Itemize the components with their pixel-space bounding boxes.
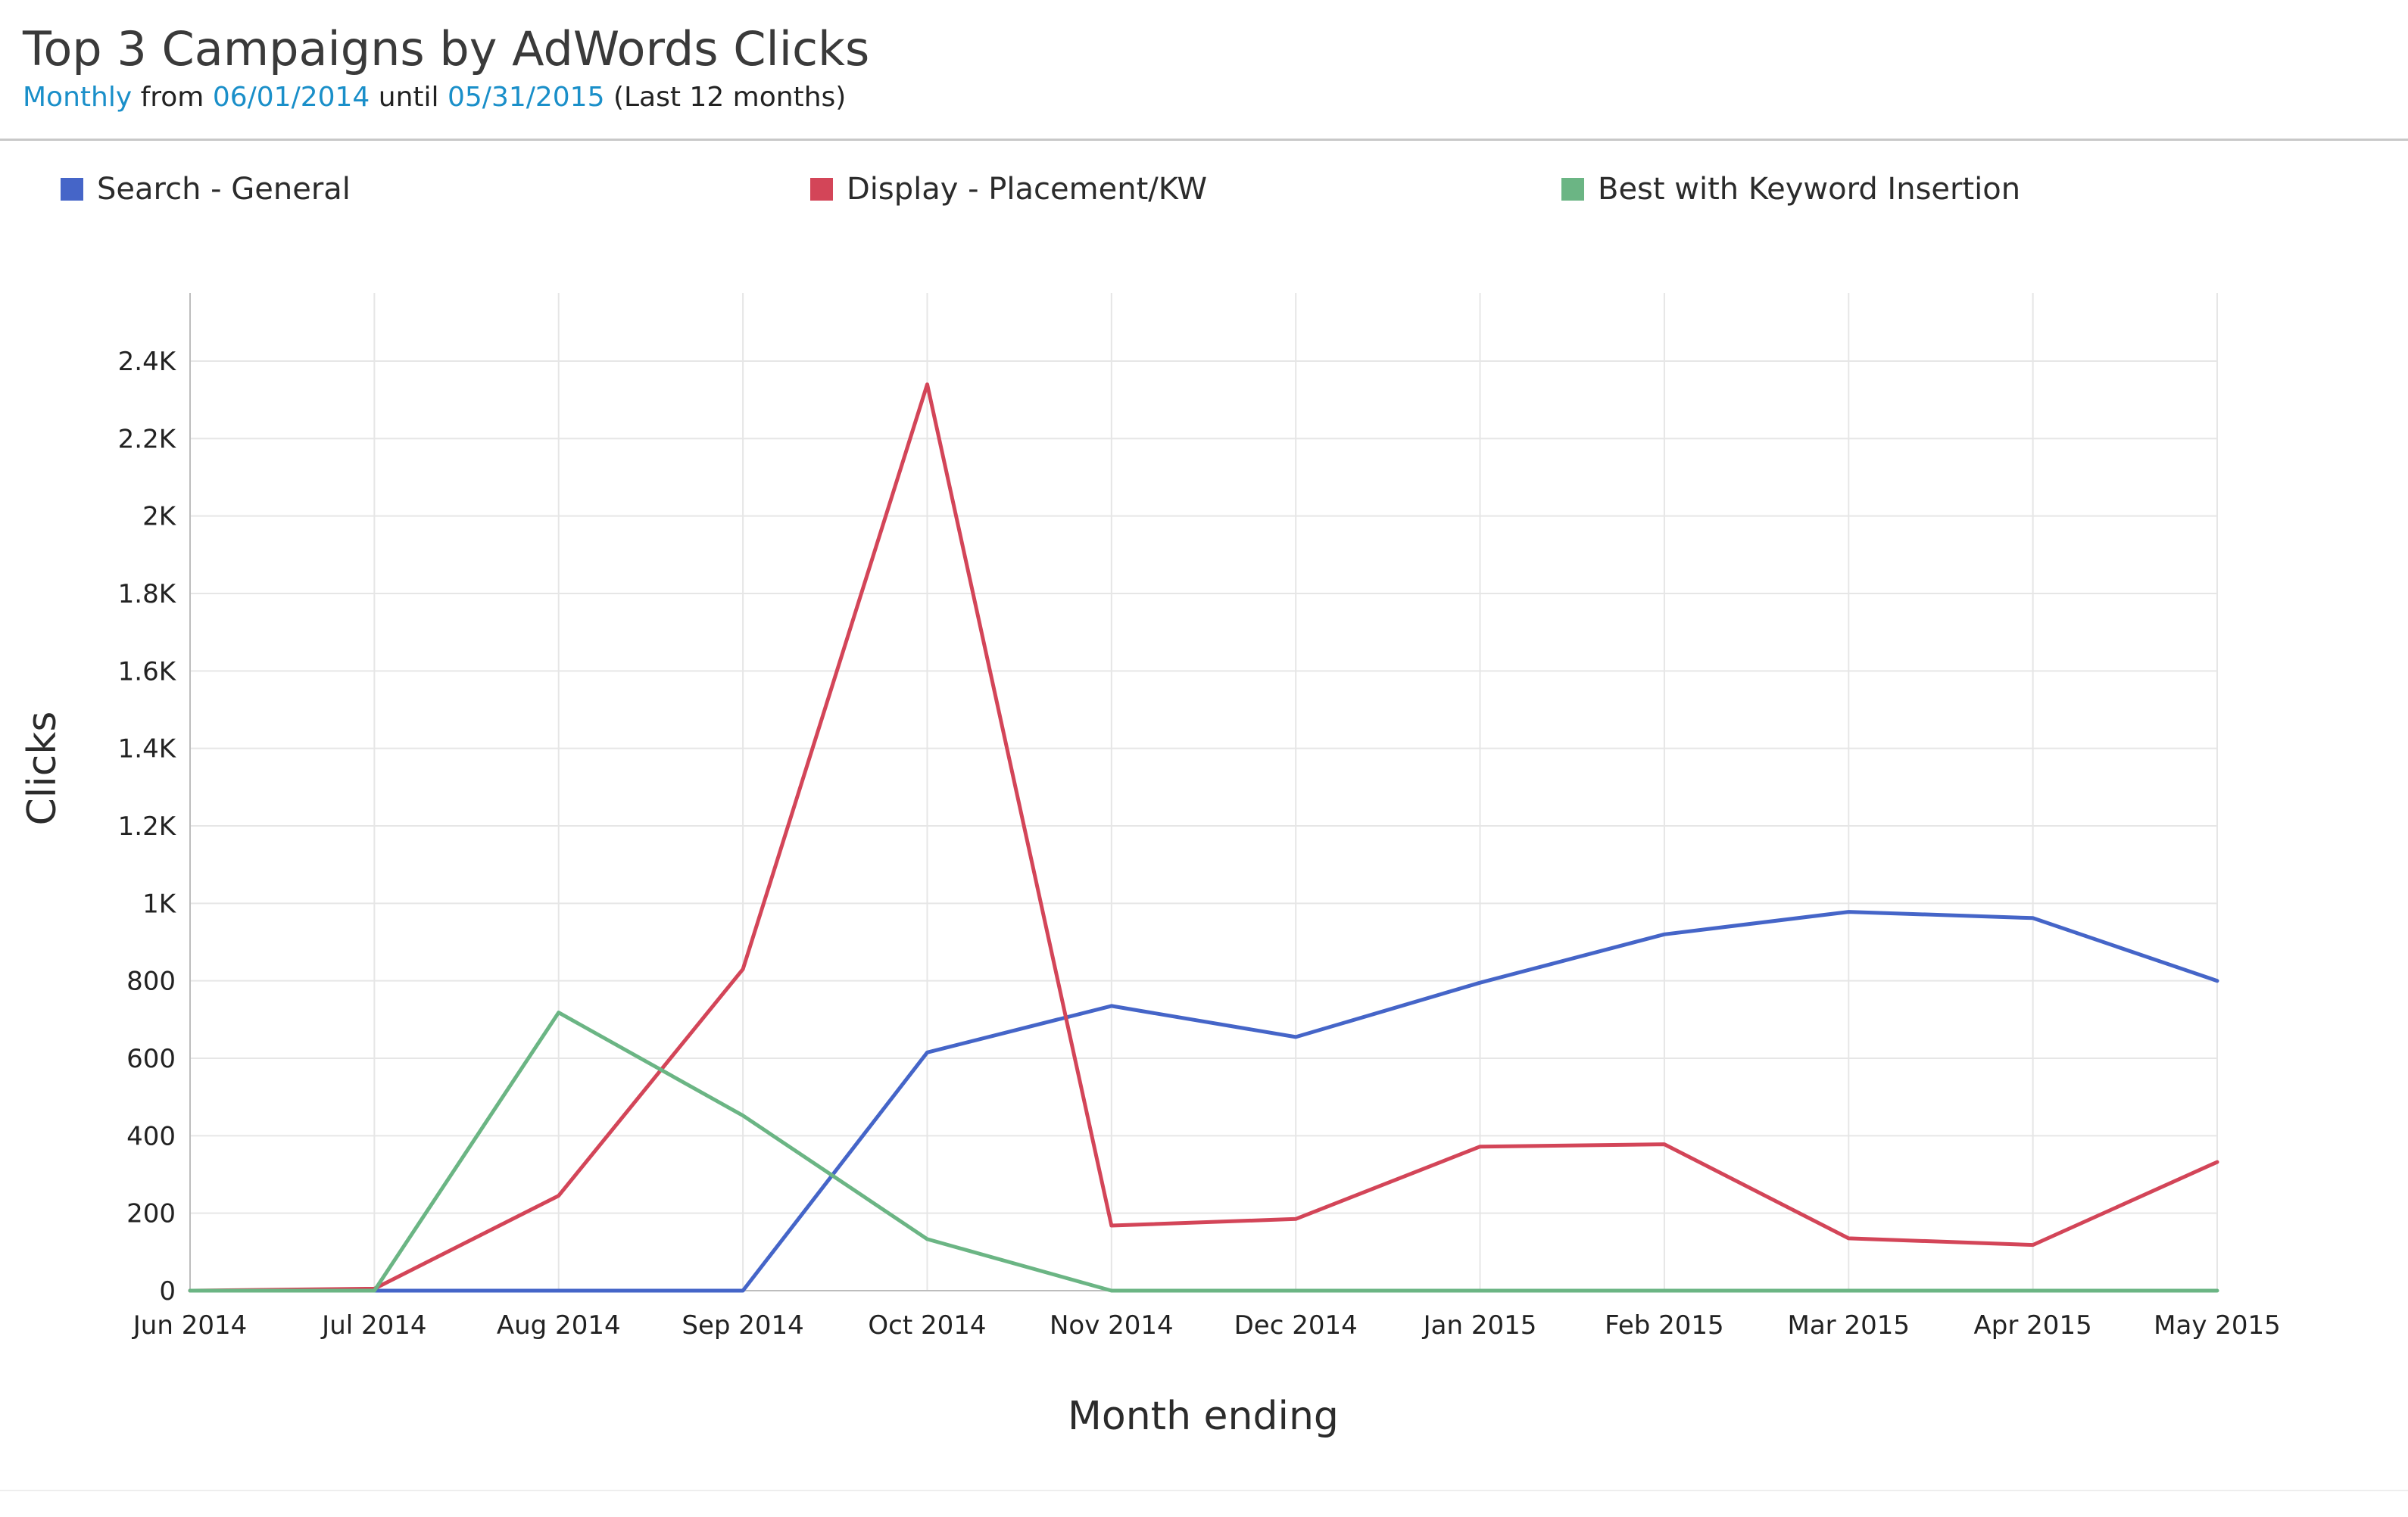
x-tick-label: Jun 2014: [132, 1310, 247, 1341]
series-line-best-with-keyword-insertion[interactable]: [188, 1011, 2219, 1293]
x-tick-label: Apr 2015: [1974, 1310, 2092, 1341]
x-tick-label: Dec 2014: [1234, 1310, 1358, 1341]
x-axis-title: Month ending: [1068, 1394, 1339, 1439]
legend-swatch-best-with-keyword-insertion[interactable]: [1561, 178, 1584, 201]
x-tick-label: Aug 2014: [497, 1310, 621, 1341]
chart-grid: [190, 293, 2218, 1291]
y-tick-label: 0: [159, 1276, 176, 1307]
end-date-link[interactable]: 05/31/2015: [448, 82, 605, 114]
x-tick-label: Sep 2014: [682, 1310, 803, 1341]
legend-label-best-with-keyword-insertion[interactable]: Best with Keyword Insertion: [1598, 172, 2020, 207]
x-tick-label: Jan 2015: [1422, 1310, 1537, 1341]
line-chart: Search - General Display - Placement/KW Be…: [20, 172, 2281, 1439]
x-tick-label: Oct 2014: [868, 1310, 986, 1341]
legend-label-search-general[interactable]: Search - General: [97, 172, 351, 207]
y-tick-label: 400: [126, 1121, 176, 1151]
y-tick-label: 2K: [142, 502, 177, 532]
chart-subtitle: Monthly from 06/01/2014 until 05/31/2015…: [23, 82, 869, 113]
range-note: (Last 12 months): [613, 82, 847, 114]
x-tick-label: Jul 2014: [320, 1310, 426, 1341]
chart-title: Top 3 Campaigns by AdWords Clicks: [23, 21, 870, 76]
period-link[interactable]: Monthly: [23, 82, 133, 114]
y-tick-label: 600: [126, 1044, 176, 1074]
y-tick-label: 1.4K: [118, 734, 177, 765]
legend-swatch-display-placement-kw[interactable]: [810, 178, 833, 201]
y-axis-title: Clicks: [20, 712, 65, 826]
y-tick-label: 800: [126, 967, 176, 997]
from-label: from: [140, 82, 204, 114]
y-tick-label: 2.2K: [118, 424, 177, 454]
chart-series: [188, 382, 2219, 1293]
y-tick-label: 1.6K: [118, 656, 177, 687]
chart-axes: 0 200 400 600 800 1K 1.2K 1.4K 1.6K 1.8K 2K 2.2K 2.4…: [118, 293, 2281, 1341]
footer-divider: [0, 1490, 2408, 1491]
series-line-search-general[interactable]: [188, 910, 2219, 1293]
start-date-link[interactable]: 06/01/2014: [212, 82, 370, 114]
y-tick-label: 2.4K: [118, 347, 177, 377]
x-tick-label: May 2015: [2154, 1310, 2281, 1341]
y-tick-label: 1.8K: [118, 579, 177, 609]
x-tick-label: Nov 2014: [1050, 1310, 1174, 1341]
chart-header: Top 3 Campaigns by AdWords Clicks Monthl…: [23, 21, 869, 113]
until-label: until: [378, 82, 439, 114]
x-tick-label: Feb 2015: [1605, 1310, 1724, 1341]
x-tick-label: Mar 2015: [1788, 1310, 1910, 1341]
y-tick-label: 1K: [142, 889, 177, 919]
legend-label-display-placement-kw[interactable]: Display - Placement/KW: [847, 172, 1207, 207]
y-tick-label: 200: [126, 1199, 176, 1229]
y-tick-label: 1.2K: [118, 811, 177, 842]
chart-legend: Search - General Display - Placement/KW Be…: [61, 172, 2020, 207]
series-line-display-placement-kw[interactable]: [188, 382, 2219, 1293]
header-divider: [0, 139, 2408, 141]
legend-swatch-search-general[interactable]: [61, 178, 83, 201]
